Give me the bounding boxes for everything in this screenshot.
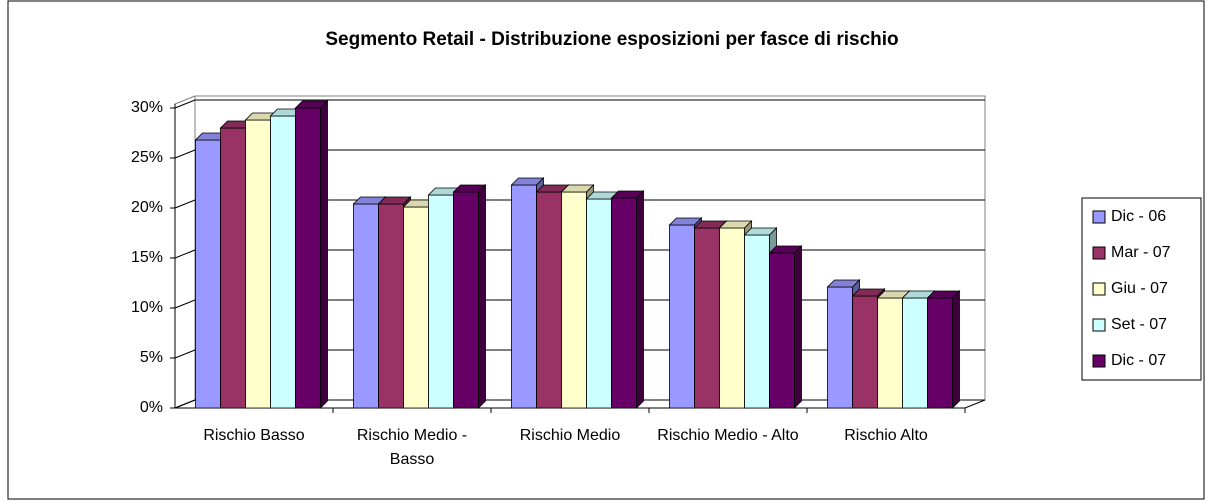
grid-line	[174, 149, 196, 159]
y-tick-label: 5%	[140, 349, 163, 366]
bar-front	[511, 184, 537, 409]
legend-label: Mar - 07	[1111, 244, 1171, 261]
bar-front	[428, 194, 454, 409]
x-tick-label: Rischio Alto	[844, 427, 928, 444]
x-tick-label: Rischio Medio	[519, 427, 621, 444]
bar-side	[794, 245, 802, 409]
x-tick-label: Rischio Medio - Alto	[657, 427, 799, 444]
bar-side	[478, 184, 486, 409]
bar-front	[586, 198, 612, 409]
bar	[610, 190, 645, 409]
y-tick-label: 10%	[131, 299, 163, 316]
bar-front	[353, 203, 379, 409]
legend-swatch	[1092, 210, 1106, 224]
bar-front	[561, 191, 587, 409]
bar-front	[378, 203, 404, 409]
bar	[926, 290, 961, 409]
legend-swatch	[1092, 282, 1106, 296]
grid-line	[174, 399, 196, 409]
bar-front	[453, 191, 479, 409]
bar-front	[769, 252, 795, 409]
bar-front	[536, 191, 562, 409]
bar-front	[902, 297, 928, 409]
grid-line	[174, 349, 196, 359]
grid-line	[174, 299, 196, 309]
bar-front	[611, 197, 637, 409]
y-tick-label: 15%	[131, 249, 163, 266]
bar-side	[636, 190, 644, 409]
bar	[294, 100, 329, 409]
x-tick-label: Rischio Basso	[203, 427, 305, 444]
bar-front	[245, 119, 271, 409]
bar-front	[220, 127, 246, 409]
bar-front	[827, 286, 853, 409]
y-tick-label: 30%	[131, 99, 163, 116]
grid-line	[174, 99, 196, 109]
legend-swatch	[1092, 318, 1106, 332]
bar-front	[744, 234, 770, 409]
bar-front	[852, 295, 878, 409]
grid-line	[174, 199, 196, 209]
bar-front	[403, 206, 429, 409]
legend-label: Giu - 07	[1111, 280, 1168, 297]
legend-swatch	[1092, 354, 1106, 368]
bar-front	[719, 227, 745, 409]
x-tick-label: Rischio Medio - Basso	[356, 427, 468, 468]
chart-title: Segmento Retail - Distribuzione esposizi…	[325, 29, 898, 50]
bar-front	[669, 224, 695, 409]
legend-label: Set - 07	[1111, 316, 1167, 333]
legend-label: Dic - 06	[1111, 208, 1166, 225]
bar-front	[694, 227, 720, 409]
legend-label: Dic - 07	[1111, 352, 1166, 369]
grid-line	[174, 249, 196, 259]
legend-swatch	[1092, 246, 1106, 260]
bar-front	[270, 115, 296, 409]
y-tick-label: 0%	[140, 399, 163, 416]
bar	[718, 220, 753, 409]
bar-front	[877, 297, 903, 409]
bar-front	[295, 107, 321, 409]
bar	[452, 184, 487, 409]
y-tick-label: 20%	[131, 199, 163, 216]
bar-front	[927, 297, 953, 409]
back-wall	[174, 95, 196, 409]
bar-side	[952, 290, 960, 409]
bar-front	[195, 139, 221, 409]
bar	[768, 245, 803, 409]
y-tick-label: 25%	[131, 149, 163, 166]
bar-side	[320, 100, 328, 409]
